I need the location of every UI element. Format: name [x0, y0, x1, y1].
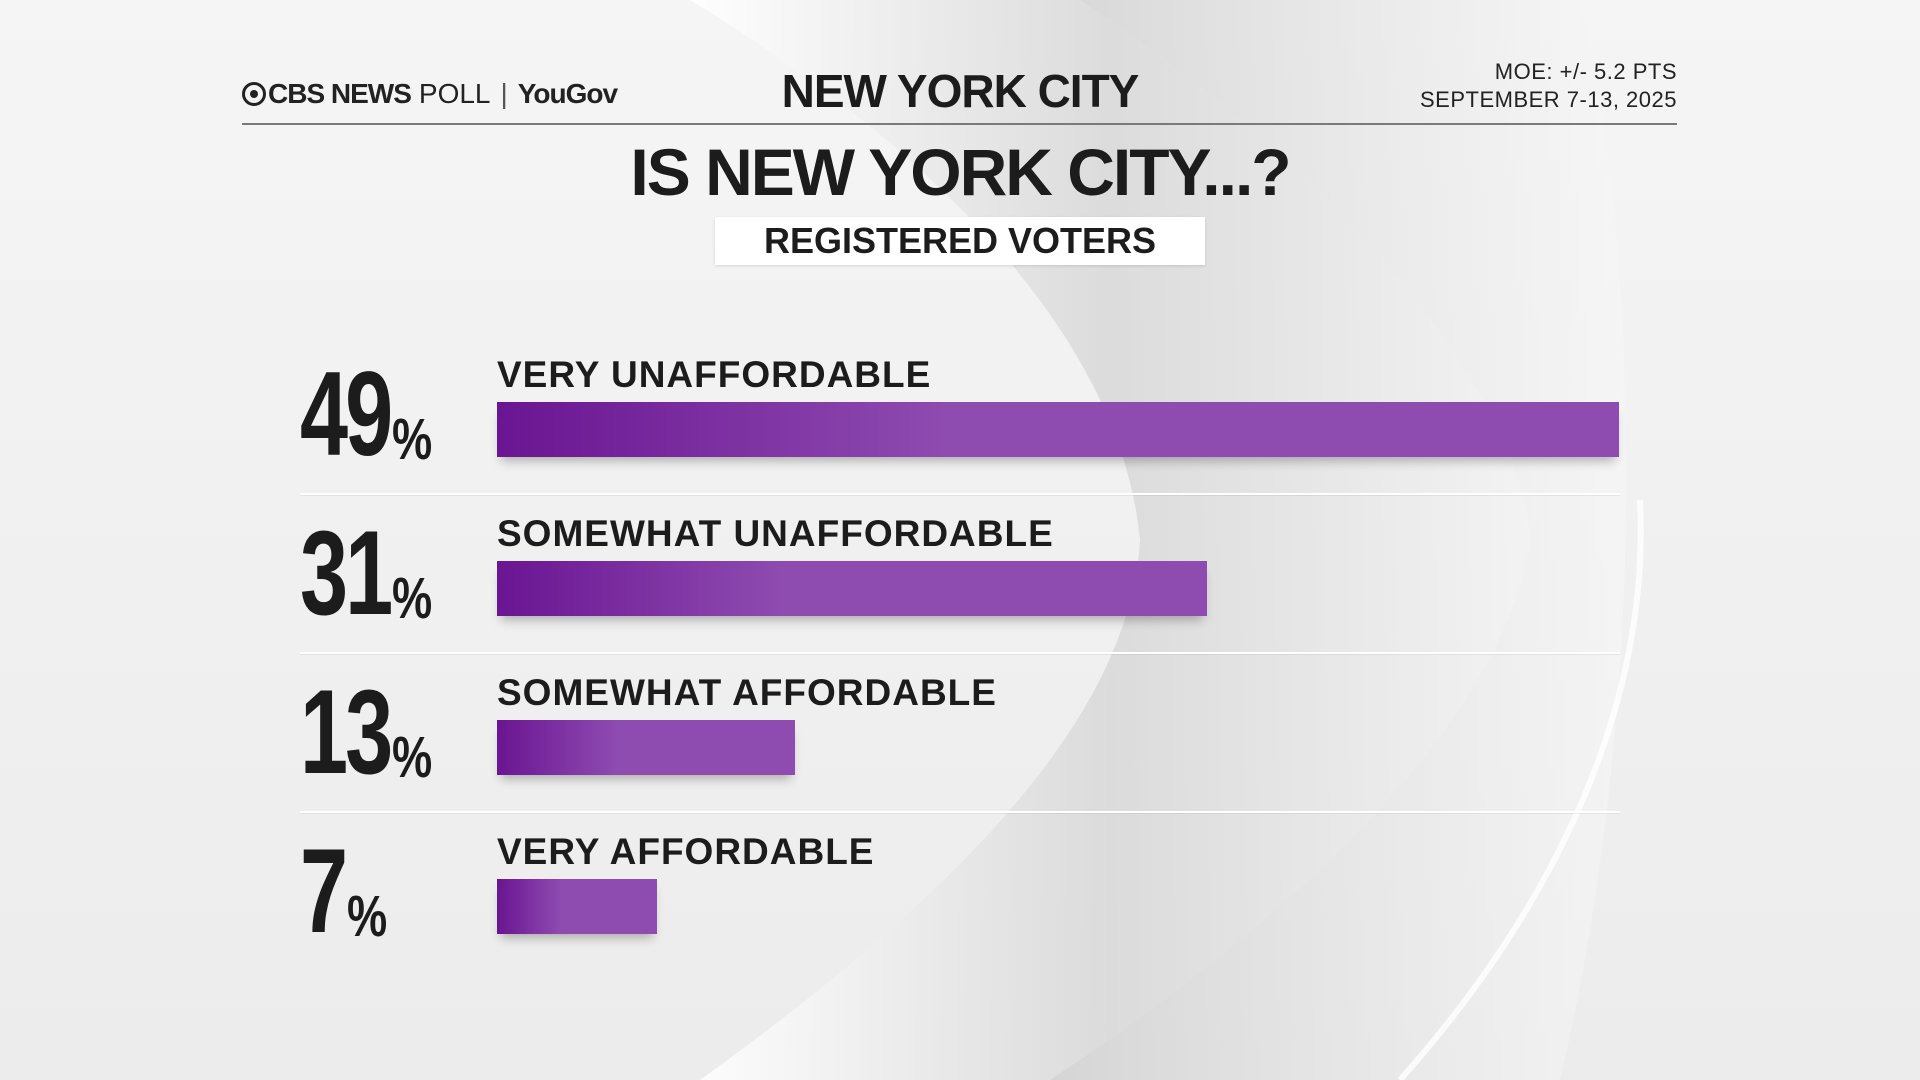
percent-sign: % — [392, 566, 433, 631]
bar-value-label: 7% — [300, 825, 490, 957]
bar-category-label: SOMEWHAT AFFORDABLE — [497, 672, 997, 713]
bar-value-label: 49% — [300, 348, 490, 480]
poll-dates: SEPTEMBER 7-13, 2025 — [1419, 87, 1677, 112]
brand-separator: | — [500, 78, 508, 109]
bar — [497, 720, 795, 775]
brand-poll: POLL — [418, 78, 491, 109]
chart-question: IS NEW YORK CITY...? — [630, 135, 1291, 209]
poll-branding: CBS NEWS POLL | YouGov — [242, 74, 618, 114]
percent-sign: % — [392, 725, 433, 790]
cbs-eye-icon — [242, 82, 266, 106]
bar-row: 31% SOMEWHAT UNAFFORDABLE — [300, 507, 1620, 657]
bar-row: 49% VERY UNAFFORDABLE — [300, 348, 1620, 498]
header-divider — [242, 123, 1677, 125]
bar-row: 13% SOMEWHAT AFFORDABLE — [300, 666, 1620, 816]
brand-name: CBS NEWS — [268, 78, 412, 109]
row-divider — [300, 652, 1620, 654]
partner-name: YouGov — [517, 78, 618, 109]
percent-sign: % — [392, 407, 433, 472]
margin-of-error: MOE: +/- 5.2 PTS — [1494, 59, 1677, 84]
bar-value-number: 31 — [300, 506, 393, 640]
bar — [497, 402, 1619, 457]
bar-value-number: 13 — [300, 665, 393, 799]
bar-row: 7% VERY AFFORDABLE — [300, 825, 1620, 975]
bar-category-label: SOMEWHAT UNAFFORDABLE — [497, 513, 1054, 554]
bar — [497, 879, 658, 934]
row-divider — [300, 493, 1620, 495]
poll-details: MOE: +/- 5.2 PTS SEPTEMBER 7-13, 2025 — [1420, 58, 1677, 114]
percent-sign: % — [347, 884, 388, 949]
header-title: NEW YORK CITY — [781, 65, 1140, 117]
bar — [497, 561, 1207, 616]
bar-value-label: 31% — [300, 507, 490, 639]
bar-category-label: VERY UNAFFORDABLE — [497, 354, 932, 395]
row-divider — [300, 811, 1620, 813]
bar-value-number: 7 — [300, 824, 348, 958]
subgroup-label: REGISTERED VOTERS — [715, 217, 1205, 265]
bar-value-label: 13% — [300, 666, 490, 798]
bar-category-label: VERY AFFORDABLE — [497, 831, 875, 872]
bar-value-number: 49 — [300, 347, 393, 481]
